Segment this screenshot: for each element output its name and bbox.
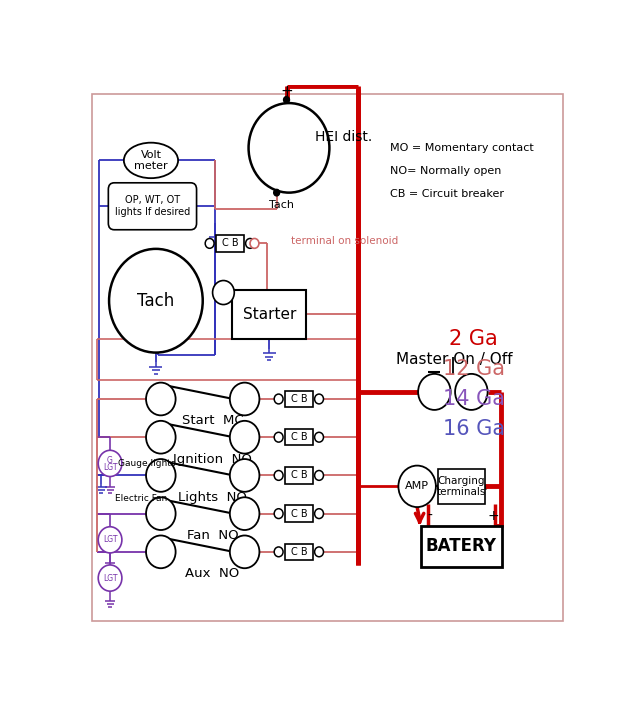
Bar [284,391,313,407]
Text: LGT: LGT [103,535,117,545]
Text: C B: C B [291,508,307,519]
Text: Tach: Tach [269,200,294,210]
Text: Lights  NO: Lights NO [178,491,247,504]
Circle shape [274,547,283,557]
Text: CB = Circuit breaker: CB = Circuit breaker [390,189,504,199]
Circle shape [274,432,283,442]
Circle shape [274,471,283,480]
Circle shape [273,189,280,196]
Text: 2 Ga: 2 Ga [450,329,498,349]
Text: G: G [107,456,113,465]
Bar [284,506,313,522]
Circle shape [274,509,283,518]
Circle shape [230,383,259,415]
Text: Starter: Starter [242,307,296,322]
Text: -: - [427,509,432,523]
Circle shape [245,238,254,248]
Text: Fan  NO: Fan NO [187,529,238,542]
Text: BATERY: BATERY [426,537,497,555]
Circle shape [205,238,214,248]
Circle shape [418,374,451,410]
Circle shape [274,394,283,404]
Text: NO= Normally open: NO= Normally open [390,166,501,176]
Circle shape [230,535,259,568]
Text: +: + [487,509,499,523]
Text: 14 Ga: 14 Ga [443,389,505,409]
Ellipse shape [124,143,178,178]
Circle shape [250,238,259,248]
Text: C B: C B [291,470,307,481]
Circle shape [315,394,324,404]
Text: C B: C B [291,394,307,404]
Circle shape [398,466,436,507]
Text: AMP: AMP [405,481,429,491]
Text: Tach: Tach [137,291,174,310]
Circle shape [315,432,324,442]
Bar [232,290,306,339]
Circle shape [249,103,329,193]
Bar [216,235,244,252]
Text: MO = Momentary contact: MO = Momentary contact [390,143,534,153]
Circle shape [284,96,289,103]
Circle shape [230,459,259,492]
Text: 12 Ga: 12 Ga [443,359,505,379]
Text: C B: C B [291,547,307,557]
Circle shape [98,450,122,476]
Circle shape [315,547,324,557]
Circle shape [146,535,176,568]
Circle shape [230,421,259,454]
Bar [284,467,313,484]
Circle shape [146,421,176,454]
Bar [421,526,502,567]
Text: LGT: LGT [103,574,117,583]
Bar [438,469,485,504]
Circle shape [109,249,203,352]
Bar [284,544,313,560]
Text: Ignition  NO: Ignition NO [173,452,252,466]
Text: LGT: LGT [103,463,117,472]
Circle shape [315,471,324,480]
Bar [284,429,313,445]
Text: Gauge lights: Gauge lights [118,459,176,468]
Text: terminal on solenoid: terminal on solenoid [291,235,399,246]
Circle shape [146,459,176,492]
Circle shape [146,497,176,530]
Text: C B: C B [221,238,238,248]
Text: Aux  NO: Aux NO [186,567,240,580]
Circle shape [315,509,324,518]
Text: OP, WT, OT
lights If desired: OP, WT, OT lights If desired [115,196,190,217]
Text: Master On / Off: Master On / Off [396,352,513,367]
Circle shape [455,374,488,410]
Text: +: + [280,84,293,99]
Text: 16 Ga: 16 Ga [443,419,505,439]
FancyBboxPatch shape [108,183,197,230]
Text: Electric Fan: Electric Fan [115,494,167,503]
Text: Charging
terminals: Charging terminals [437,476,486,497]
Circle shape [98,565,122,591]
Text: HEI dist.: HEI dist. [315,130,372,144]
Circle shape [212,281,234,305]
Circle shape [98,527,122,553]
Text: Start  MC: Start MC [182,414,244,428]
Text: Volt
meter: Volt meter [134,150,168,171]
Circle shape [230,497,259,530]
Circle shape [146,383,176,415]
Text: C B: C B [291,432,307,442]
